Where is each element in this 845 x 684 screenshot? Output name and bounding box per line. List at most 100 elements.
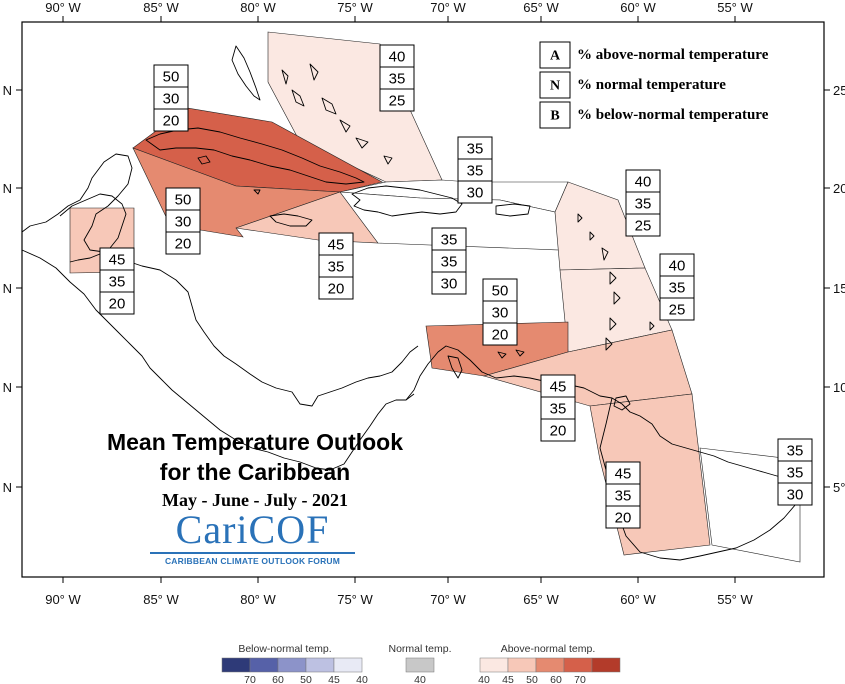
x-tick-label-bottom: 80° W bbox=[240, 592, 276, 607]
y-tick-label-left: N bbox=[3, 83, 12, 98]
prob-below: 30 bbox=[467, 185, 484, 202]
colorbar-normal-swatch bbox=[405, 657, 435, 673]
colorbar-above-tick: 70 bbox=[574, 674, 586, 684]
prob-normal: 35 bbox=[441, 254, 458, 271]
prob-box-trinidad: 45 35 20 bbox=[540, 374, 576, 442]
prob-cell bbox=[777, 482, 813, 506]
prob-cell bbox=[431, 271, 467, 295]
prob-above: 45 bbox=[615, 466, 632, 483]
legend-key-box bbox=[539, 101, 571, 129]
prob-below: 20 bbox=[175, 236, 192, 253]
colorbar-below-tick: 60 bbox=[272, 674, 284, 684]
x-tick-label-top: 85° W bbox=[143, 0, 179, 15]
y-tick-label-left: N bbox=[3, 181, 12, 196]
coast-south-america bbox=[405, 345, 809, 561]
prob-normal: 35 bbox=[550, 401, 567, 418]
coast-cuba bbox=[145, 127, 365, 185]
probability-boxes: 4035255030205030204535204535203535303535… bbox=[99, 44, 813, 529]
x-tick-label-top: 80° W bbox=[240, 0, 276, 15]
prob-box-cayman: 50 30 20 bbox=[165, 187, 201, 255]
prob-normal: 35 bbox=[669, 280, 686, 297]
x-tick-label-top: 60° W bbox=[620, 0, 656, 15]
island-abc-1 bbox=[497, 351, 507, 359]
colorbar-above-swatch bbox=[591, 657, 621, 673]
prob-cell bbox=[99, 291, 135, 315]
prob-below: 20 bbox=[163, 113, 180, 130]
prob-above: 45 bbox=[109, 252, 126, 269]
prob-above: 40 bbox=[669, 258, 686, 275]
y-tick-label-right: 10° bbox=[833, 380, 845, 395]
prob-above: 45 bbox=[550, 379, 567, 396]
prob-normal: 35 bbox=[328, 259, 345, 276]
prob-normal: 35 bbox=[635, 196, 652, 213]
prob-box-hispaniola: 35 35 30 bbox=[431, 227, 467, 295]
y-tick-label-left: N bbox=[3, 480, 12, 495]
prob-box-cuba: 50 30 20 bbox=[153, 64, 189, 132]
logo-main-text: CariCOF bbox=[175, 507, 330, 552]
colorbar-above-tick: 45 bbox=[502, 674, 514, 684]
colorbar-below-title: Below-normal temp. bbox=[238, 643, 331, 655]
prob-above: 35 bbox=[467, 141, 484, 158]
prob-cell bbox=[318, 276, 354, 300]
prob-below: 25 bbox=[635, 218, 652, 235]
map-period: May - June - July - 2021 bbox=[162, 490, 348, 510]
x-tick-label-top: 55° W bbox=[717, 0, 753, 15]
prob-box-belize: 45 35 20 bbox=[99, 247, 135, 315]
prob-normal: 30 bbox=[175, 214, 192, 231]
prob-below: 30 bbox=[441, 276, 458, 293]
island-bahamas-6 bbox=[355, 137, 369, 149]
prob-cell bbox=[659, 297, 695, 321]
prob-below: 20 bbox=[550, 423, 567, 440]
coast-florida bbox=[231, 45, 261, 101]
legend-key-box bbox=[539, 41, 571, 69]
coast-maracaibo bbox=[447, 355, 463, 379]
island-bahamas-2 bbox=[291, 89, 305, 107]
axis-ticks: 90° W 90° W 85° W 85° W 80° W 80° W 75° W 75° W… bbox=[3, 0, 845, 607]
prob-box-abc: 50 30 20 bbox=[482, 278, 518, 346]
island-abc-2 bbox=[515, 349, 525, 357]
prob-below: 30 bbox=[787, 487, 804, 504]
prob-below: 20 bbox=[492, 327, 509, 344]
y-tick-label-right: 15° bbox=[833, 281, 845, 296]
colorbar-below-tick: 40 bbox=[356, 674, 368, 684]
coast-isla-juventud bbox=[197, 155, 211, 165]
prob-box-bahamas: 40 35 25 bbox=[379, 44, 415, 112]
x-tick-label-top: 70° W bbox=[430, 0, 466, 15]
colorbar-below-tick: 45 bbox=[328, 674, 340, 684]
colorbar-above-swatch bbox=[507, 657, 537, 673]
legend-key: N bbox=[550, 79, 560, 94]
colorbar-normal-tick: 40 bbox=[414, 674, 426, 684]
prob-below: 25 bbox=[669, 302, 686, 319]
colorbar-below-swatch bbox=[221, 657, 251, 673]
island-la-7 bbox=[605, 337, 613, 351]
island-la-3 bbox=[601, 247, 609, 261]
island-la-5 bbox=[613, 291, 621, 305]
prob-box-leeward: 40 35 25 bbox=[625, 169, 661, 237]
colorbar-below-swatch bbox=[305, 657, 335, 673]
coast-hispaniola bbox=[351, 185, 463, 217]
x-tick-label-bottom: 60° W bbox=[620, 592, 656, 607]
island-barbados bbox=[649, 321, 655, 331]
caricof-logo: CariCOF CARIBBEAN CLIMATE OUTLOOK FORUM bbox=[150, 510, 355, 566]
island-bahamas-5 bbox=[339, 119, 351, 133]
zone-fguiana bbox=[699, 447, 801, 563]
legend-key: B bbox=[550, 109, 559, 124]
x-tick-label-bottom: 70° W bbox=[430, 592, 466, 607]
prob-cell bbox=[540, 418, 576, 442]
x-tick-label-top: 75° W bbox=[337, 0, 373, 15]
logo-sub-text: CARIBBEAN CLIMATE OUTLOOK FORUM bbox=[150, 552, 355, 566]
prob-normal: 30 bbox=[163, 91, 180, 108]
colorbar-above-tick: 50 bbox=[526, 674, 538, 684]
prob-cell bbox=[379, 88, 415, 112]
prob-normal: 35 bbox=[389, 71, 406, 88]
colorbar-below-tick: 50 bbox=[300, 674, 312, 684]
x-tick-label-top: 65° W bbox=[523, 0, 559, 15]
y-tick-label-left: N bbox=[3, 380, 12, 395]
x-tick-label-top: 90° W bbox=[45, 0, 81, 15]
prob-cell bbox=[153, 108, 189, 132]
prob-below: 20 bbox=[109, 296, 126, 313]
x-tick-label-bottom: 90° W bbox=[45, 592, 81, 607]
prob-normal: 30 bbox=[492, 305, 509, 322]
prob-above: 45 bbox=[328, 237, 345, 254]
